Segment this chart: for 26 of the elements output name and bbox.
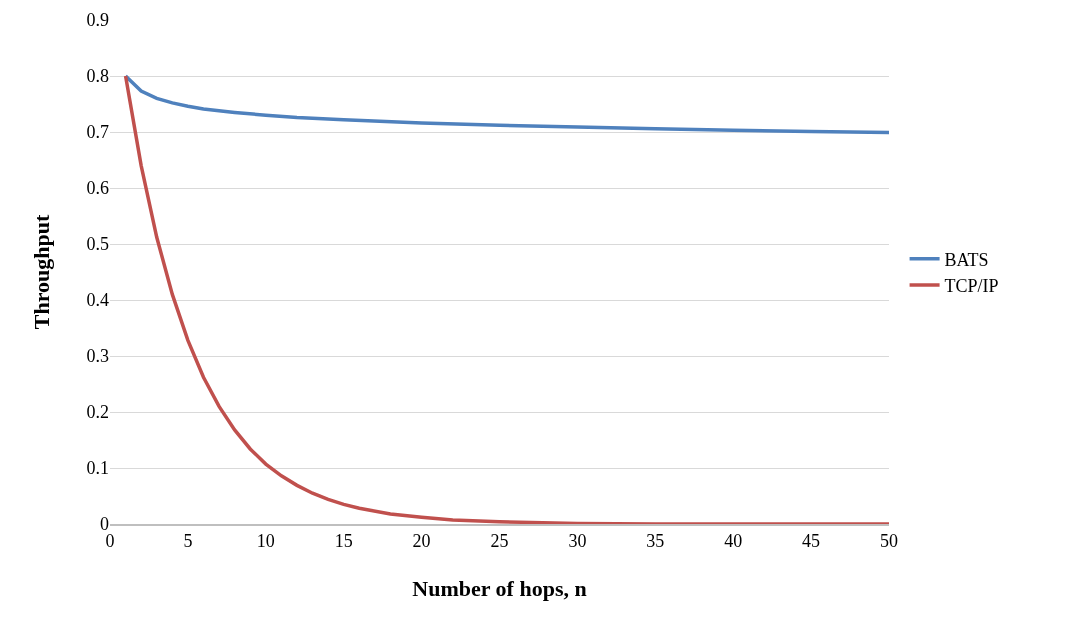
line-series <box>123 74 889 135</box>
y-tick-label: 0.7 <box>86 122 109 143</box>
x-tick-label: 5 <box>183 531 193 552</box>
y-tick-label: 0.9 <box>86 10 109 31</box>
y-tick-label: 0.1 <box>86 458 109 479</box>
x-tick-label: 40 <box>724 531 743 552</box>
x-tick-label: 20 <box>412 531 431 552</box>
y-tick-label: 0.4 <box>86 290 109 311</box>
y-tick-label: 0 <box>100 514 109 535</box>
x-axis-title: Number of hops, n <box>412 575 587 601</box>
x-tick-label: 15 <box>334 531 353 552</box>
x-tick-label: 50 <box>880 531 898 552</box>
y-axis-title: Throughput <box>29 214 55 330</box>
x-tick-label: 25 <box>490 531 509 552</box>
legend-label: BATS <box>944 249 989 270</box>
y-tick-label: 0.3 <box>86 346 109 367</box>
x-tick-label: 30 <box>568 531 587 552</box>
y-tick-label: 0.6 <box>86 178 109 199</box>
y-tick-label: 0.8 <box>86 66 109 87</box>
y-tick-label: 0.2 <box>86 402 109 423</box>
x-tick-label: 10 <box>256 531 275 552</box>
x-tick-label: 45 <box>802 531 821 552</box>
x-tick-label: 35 <box>646 531 665 552</box>
y-tick-label: 0.5 <box>86 234 109 255</box>
line-series <box>123 74 889 524</box>
legend-label: TCP/IP <box>944 276 999 297</box>
